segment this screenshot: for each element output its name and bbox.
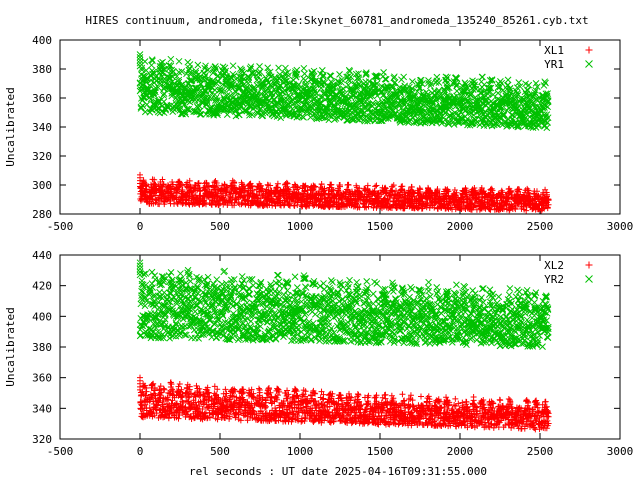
series-yr2 (136, 259, 552, 350)
y-tick-label: 320 (32, 150, 52, 163)
legend-marker (585, 60, 593, 68)
x-tick-label: 1000 (287, 445, 314, 458)
y-tick-label: 280 (32, 208, 52, 221)
x-tick-label: 0 (137, 445, 144, 458)
legend-label: XL2 (544, 259, 564, 272)
legend-label: YR1 (544, 58, 564, 71)
x-tick-label: 0 (137, 220, 144, 233)
series-yr1 (136, 51, 552, 132)
y-tick-label: 380 (32, 63, 52, 76)
y-tick-label: 400 (32, 310, 52, 323)
y-tick-label: 380 (32, 341, 52, 354)
legend-marker (585, 261, 593, 269)
x-axis-label: rel seconds : UT date 2025-04-16T09:31:5… (189, 465, 487, 478)
y-tick-label: 360 (32, 372, 52, 385)
legend-marker (585, 275, 593, 283)
y-axis-label: Uncalibrated (4, 307, 17, 386)
x-tick-label: 2000 (447, 445, 474, 458)
y-tick-label: 360 (32, 92, 52, 105)
y-tick-label: 340 (32, 121, 52, 134)
series-markers (136, 51, 552, 132)
series-markers (137, 374, 552, 433)
y-axis-label: Uncalibrated (4, 87, 17, 166)
y-tick-label: 340 (32, 402, 52, 415)
legend-label: YR2 (544, 273, 564, 286)
chart-title: HIRES continuum, andromeda, file:Skynet_… (85, 14, 588, 27)
x-tick-label: 1500 (367, 445, 394, 458)
bottom-plot-panel: -500 0 500 1000 1500 2000 2500 3000 320 340 360 380… (4, 249, 633, 458)
x-tick-label: 2000 (447, 220, 474, 233)
series-xl1 (137, 171, 552, 214)
series-markers (137, 171, 552, 214)
y-tick-label: 420 (32, 280, 52, 293)
top-plot-panel: -500 0 500 1000 1500 2000 2500 3000 280 300 320 340… (4, 34, 633, 233)
series-xl2 (137, 374, 552, 433)
x-tick-label: 500 (210, 220, 230, 233)
x-tick-label: 2500 (527, 220, 554, 233)
x-tick-label: -500 (47, 220, 74, 233)
x-tick-label: 3000 (607, 220, 634, 233)
x-tick-label: 1500 (367, 220, 394, 233)
x-tick-label: -500 (47, 445, 74, 458)
legend-marker (585, 46, 593, 54)
x-tick-label: 500 (210, 445, 230, 458)
x-tick-label: 2500 (527, 445, 554, 458)
legend-label: XL1 (544, 44, 564, 57)
y-tick-label: 300 (32, 179, 52, 192)
x-tick-label: 1000 (287, 220, 314, 233)
x-tick-label: 3000 (607, 445, 634, 458)
series-markers (136, 259, 552, 350)
y-tick-label: 400 (32, 34, 52, 47)
y-tick-label: 320 (32, 433, 52, 446)
y-tick-label: 440 (32, 249, 52, 262)
